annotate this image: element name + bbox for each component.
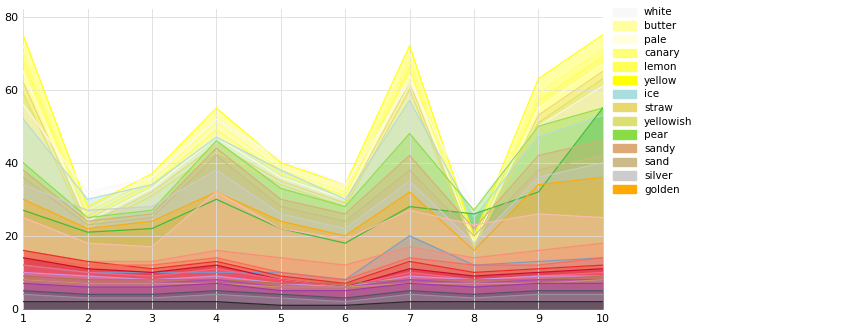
Legend: white, butter, pale, canary, lemon, yellow, ice, straw, yellowish, pear, sandy, : white, butter, pale, canary, lemon, yell… — [609, 3, 697, 199]
